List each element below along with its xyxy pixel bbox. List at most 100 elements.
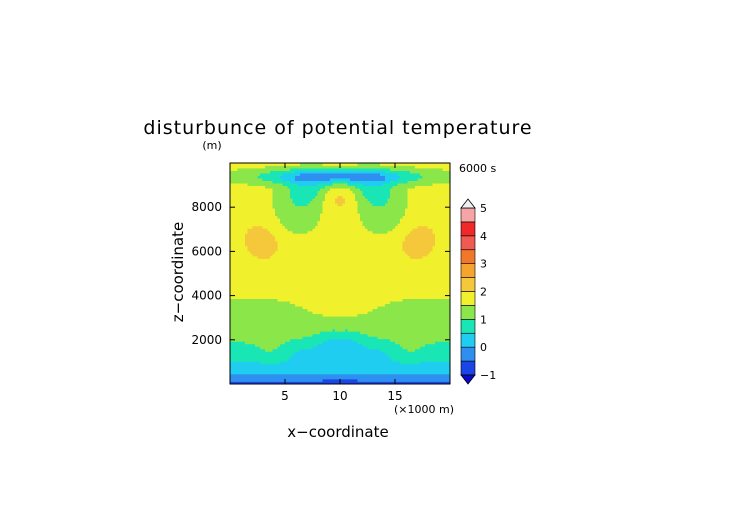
heatmap-cell bbox=[240, 188, 243, 192]
heatmap-cell bbox=[307, 225, 311, 229]
heatmap-cell bbox=[250, 301, 253, 305]
heatmap-cell bbox=[245, 318, 248, 322]
heatmap-cell bbox=[260, 281, 263, 284]
heatmap-cell bbox=[262, 208, 266, 212]
heatmap-cell bbox=[287, 296, 291, 300]
heatmap-cell bbox=[252, 220, 256, 224]
heatmap-cell bbox=[347, 218, 351, 222]
heatmap-cell bbox=[350, 200, 353, 204]
heatmap-cell bbox=[307, 336, 311, 340]
heatmap-cell bbox=[305, 291, 308, 294]
heatmap-cell bbox=[232, 306, 236, 310]
heatmap-cell bbox=[342, 240, 346, 244]
heatmap-cell bbox=[292, 235, 296, 239]
heatmap-cell bbox=[297, 311, 301, 315]
heatmap-cell bbox=[347, 278, 351, 282]
heatmap-cell bbox=[332, 328, 336, 332]
heatmap-cell bbox=[350, 253, 353, 257]
heatmap-cell bbox=[280, 278, 283, 282]
heatmap-cell bbox=[290, 278, 293, 282]
heatmap-cell bbox=[352, 281, 356, 284]
heatmap-cell bbox=[327, 188, 331, 192]
heatmap-cell bbox=[277, 291, 281, 294]
heatmap-cell bbox=[262, 273, 266, 277]
heatmap-cell bbox=[260, 341, 263, 345]
heatmap-cell bbox=[280, 311, 283, 315]
heatmap-cell bbox=[245, 298, 248, 302]
heatmap-cell bbox=[305, 358, 308, 362]
heatmap-cell bbox=[322, 220, 326, 224]
heatmap-cell bbox=[260, 248, 263, 252]
heatmap-cell bbox=[270, 220, 273, 224]
heatmap-cell bbox=[295, 233, 298, 237]
heatmap-cell bbox=[357, 188, 361, 192]
heatmap-cell bbox=[320, 368, 323, 372]
heatmap-cell bbox=[335, 198, 338, 202]
heatmap-cell bbox=[320, 250, 323, 254]
heatmap-cell bbox=[235, 343, 238, 347]
heatmap-cell bbox=[322, 180, 326, 184]
heatmap-cell bbox=[280, 223, 283, 227]
heatmap-cell bbox=[332, 338, 336, 342]
heatmap-cell bbox=[342, 278, 346, 282]
heatmap-cell bbox=[265, 301, 268, 305]
heatmap-cell bbox=[330, 348, 333, 352]
heatmap-cell bbox=[235, 200, 238, 204]
heatmap-cell bbox=[232, 273, 236, 277]
heatmap-cell bbox=[290, 183, 293, 186]
heatmap-cell bbox=[312, 348, 316, 352]
heatmap-cell bbox=[362, 293, 366, 297]
heatmap-cell bbox=[272, 223, 276, 227]
heatmap-cell bbox=[312, 366, 316, 370]
heatmap-cell bbox=[337, 318, 341, 322]
heatmap-cell bbox=[262, 351, 266, 355]
heatmap-cell bbox=[365, 220, 368, 224]
heatmap-cell bbox=[360, 308, 363, 312]
heatmap-cell bbox=[367, 258, 371, 262]
heatmap-cell bbox=[230, 170, 233, 174]
heatmap-cell bbox=[337, 288, 341, 292]
heatmap-cell bbox=[360, 265, 363, 269]
heatmap-cell bbox=[275, 338, 278, 342]
heatmap-cell bbox=[342, 223, 346, 227]
heatmap-cell bbox=[275, 163, 278, 166]
heatmap-cell bbox=[320, 170, 323, 174]
heatmap-cell bbox=[302, 316, 306, 320]
heatmap-cell bbox=[342, 248, 346, 252]
heatmap-cell bbox=[262, 253, 266, 257]
heatmap-cell bbox=[290, 353, 293, 357]
heatmap-cell bbox=[327, 248, 331, 252]
heatmap-cell bbox=[272, 351, 276, 355]
heatmap-cell bbox=[310, 306, 313, 310]
heatmap-cell bbox=[262, 281, 266, 284]
heatmap-cell bbox=[305, 361, 308, 365]
heatmap-cell bbox=[355, 301, 358, 305]
heatmap-cell bbox=[282, 353, 286, 357]
heatmap-cell bbox=[335, 313, 338, 317]
heatmap-cell bbox=[325, 230, 328, 234]
heatmap-cell bbox=[292, 255, 296, 259]
heatmap-cell bbox=[362, 298, 366, 302]
heatmap-cell bbox=[345, 235, 348, 239]
heatmap-cell bbox=[342, 338, 346, 342]
heatmap-cell bbox=[302, 306, 306, 310]
heatmap-cell bbox=[265, 265, 268, 269]
heatmap-cell bbox=[305, 220, 308, 224]
heatmap-cell bbox=[230, 328, 233, 332]
heatmap-cell bbox=[325, 341, 328, 345]
heatmap-cell bbox=[260, 170, 263, 174]
heatmap-cell bbox=[360, 273, 363, 277]
heatmap-cell bbox=[310, 163, 313, 166]
heatmap-cell bbox=[320, 165, 323, 169]
heatmap-cell bbox=[337, 321, 341, 325]
heatmap-cell bbox=[320, 323, 323, 327]
heatmap-cell bbox=[370, 361, 373, 365]
heatmap-cell bbox=[247, 170, 251, 174]
heatmap-cell bbox=[360, 175, 363, 179]
heatmap-cell bbox=[305, 215, 308, 219]
heatmap-cell bbox=[262, 371, 266, 375]
heatmap-cell bbox=[302, 258, 306, 262]
heatmap-cell bbox=[302, 195, 306, 199]
heatmap-cell bbox=[345, 175, 348, 179]
heatmap-cell bbox=[235, 286, 238, 289]
